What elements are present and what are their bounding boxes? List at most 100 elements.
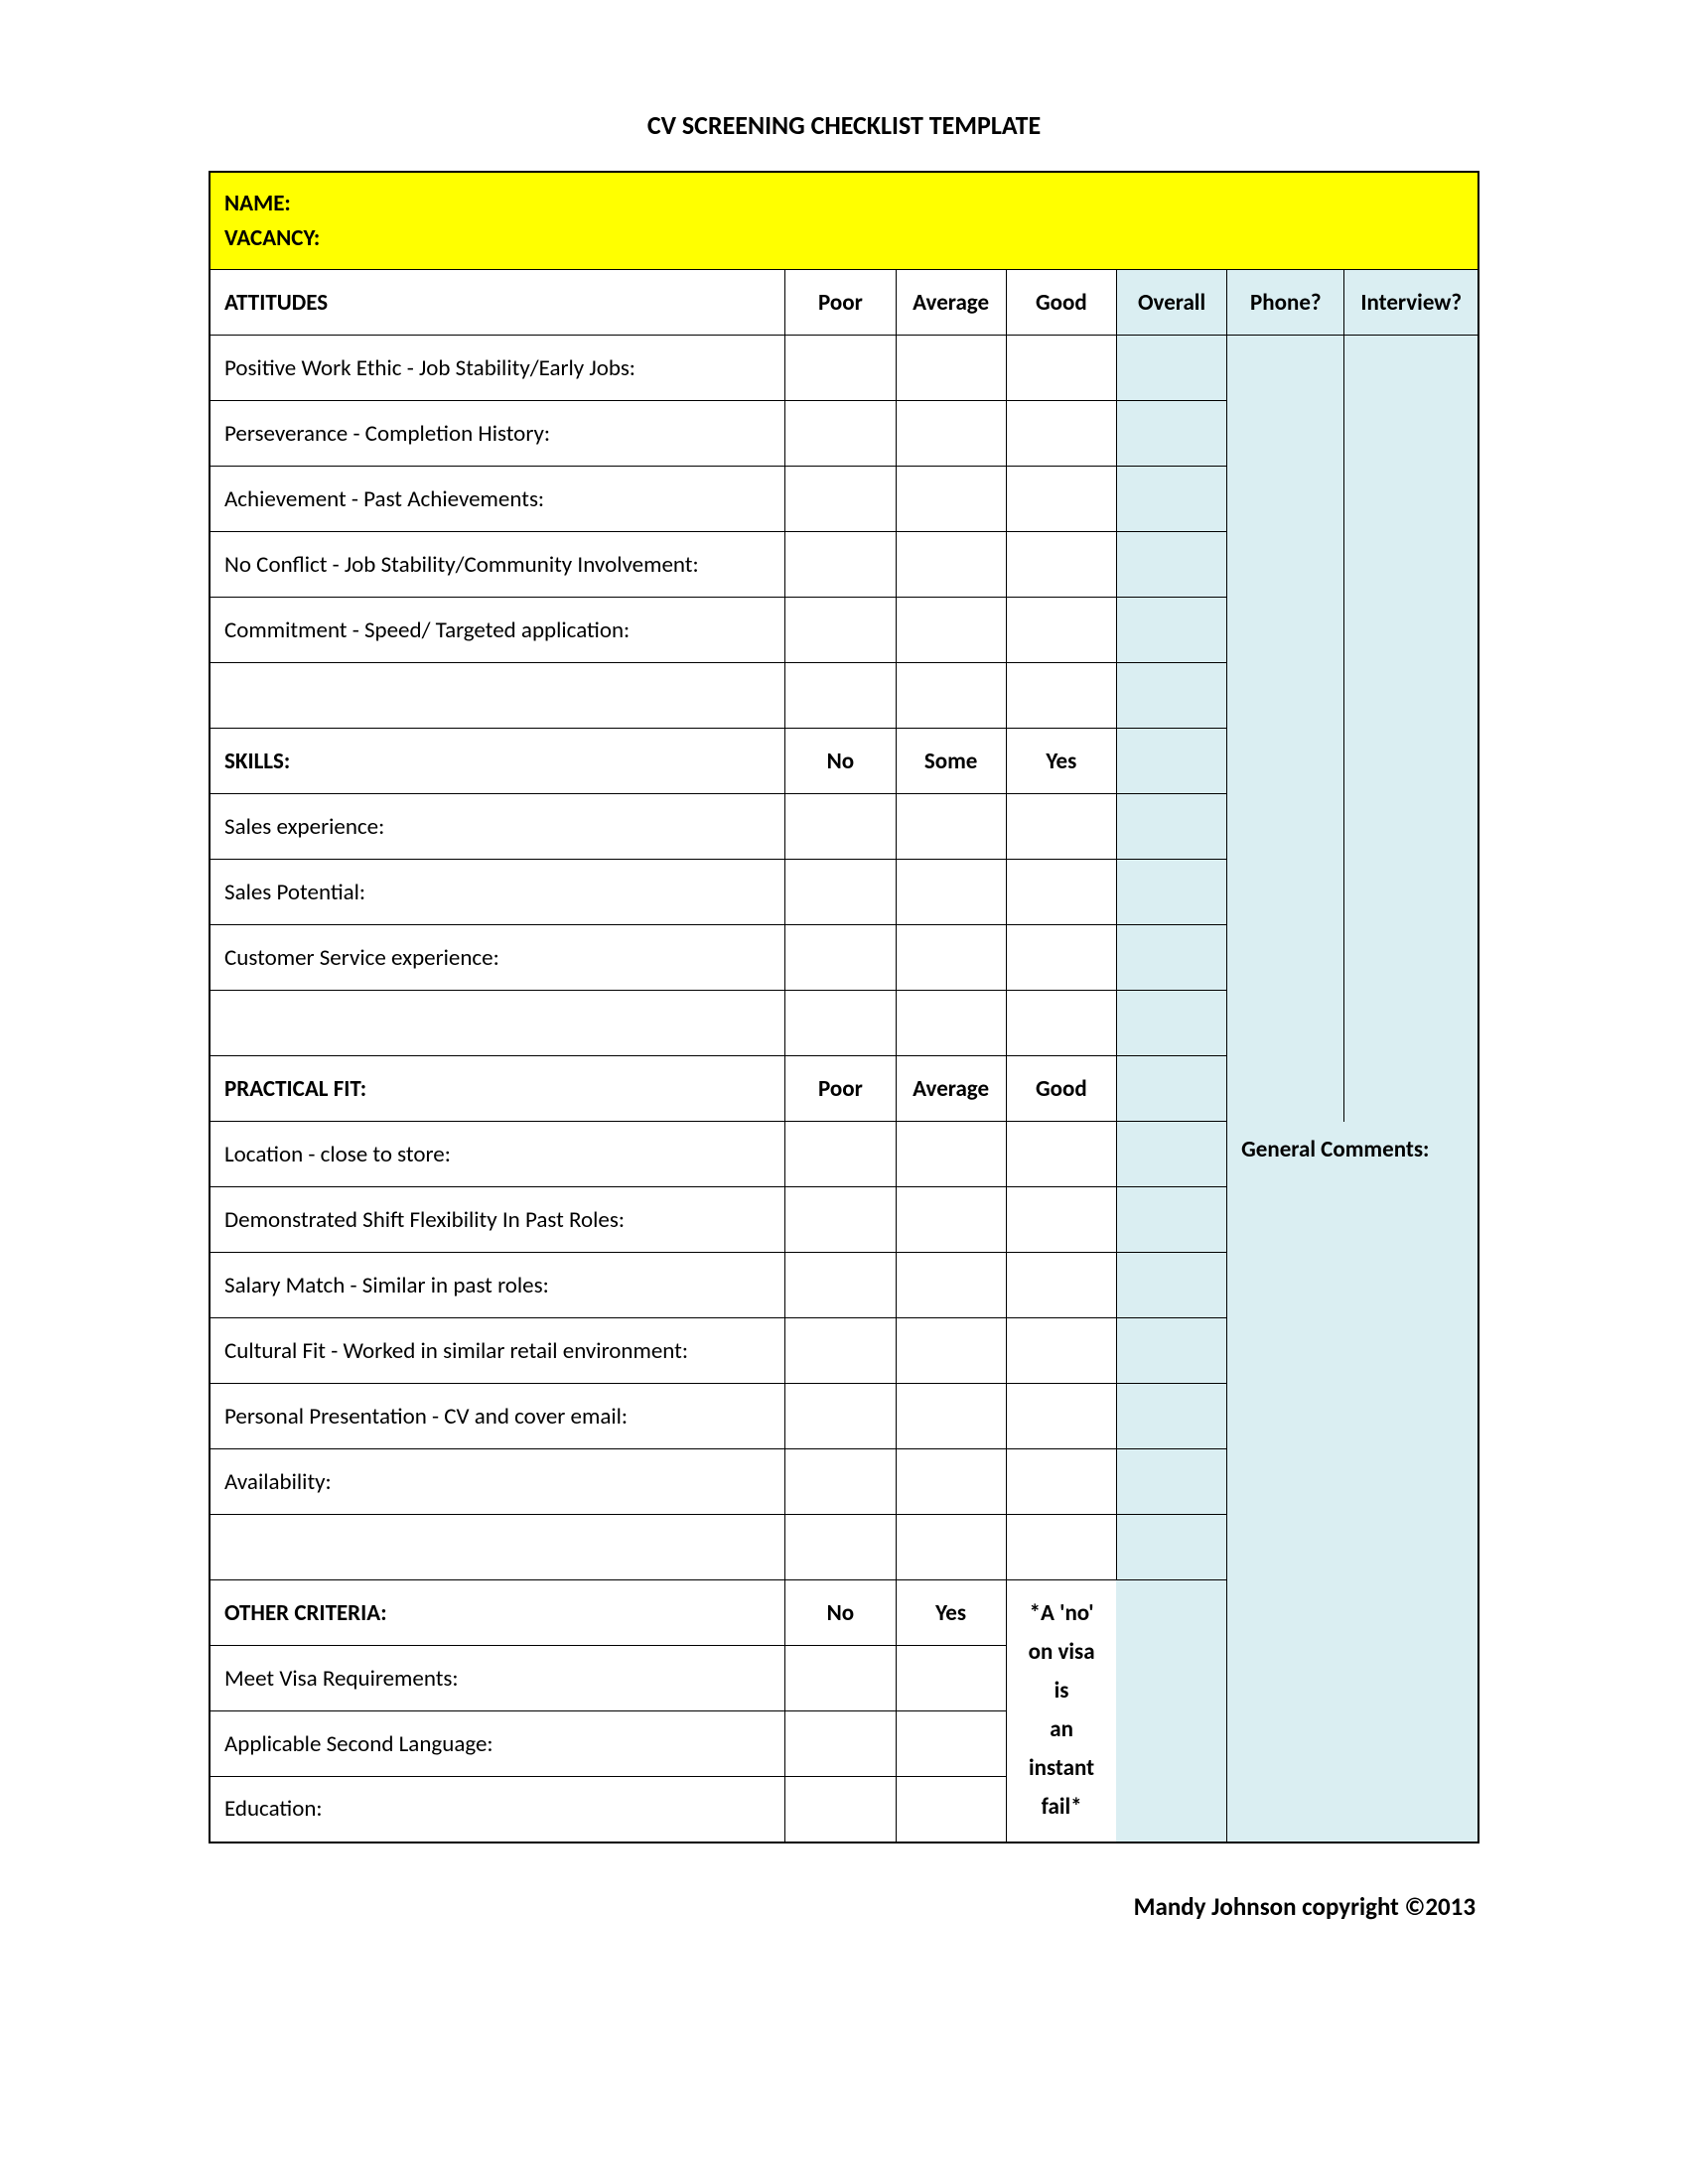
vacancy-label: VACANCY: — [224, 221, 1464, 256]
rating-cell[interactable] — [785, 794, 896, 860]
overall-cell[interactable] — [1116, 1122, 1226, 1187]
overall-cell[interactable] — [1116, 1318, 1226, 1384]
rating-cell[interactable] — [785, 1384, 896, 1449]
overall-cell[interactable] — [1116, 1056, 1226, 1122]
col-average: Average — [896, 270, 1006, 336]
rating-cell[interactable] — [785, 1449, 896, 1515]
overall-cell[interactable] — [1116, 532, 1226, 598]
rating-cell[interactable] — [896, 401, 1006, 467]
rating-cell[interactable] — [785, 1777, 896, 1843]
rating-cell[interactable] — [1006, 1187, 1116, 1253]
rating-cell[interactable] — [896, 336, 1006, 401]
col-poor: Poor — [785, 1056, 896, 1122]
attitudes-header: ATTITUDES Poor Average Good Overall Phon… — [210, 270, 1478, 336]
rating-cell[interactable] — [785, 598, 896, 663]
rating-cell[interactable] — [785, 532, 896, 598]
overall-cell[interactable] — [1116, 467, 1226, 532]
table-row: Location - close to store: General Comme… — [210, 1122, 1478, 1187]
general-comments-area[interactable]: General Comments: — [1227, 1122, 1478, 1843]
overall-cell[interactable] — [1116, 794, 1226, 860]
rating-cell[interactable] — [1006, 401, 1116, 467]
rating-cell[interactable] — [1006, 1253, 1116, 1318]
overall-cell[interactable] — [1116, 1253, 1226, 1318]
col-some: Some — [896, 729, 1006, 794]
rating-cell[interactable] — [785, 1711, 896, 1777]
col-poor: Poor — [785, 270, 896, 336]
overall-cell[interactable] — [1116, 1449, 1226, 1515]
rating-cell[interactable] — [896, 1253, 1006, 1318]
rating-cell[interactable] — [896, 794, 1006, 860]
rating-cell[interactable] — [896, 1777, 1006, 1843]
row-label: No Conflict - Job Stability/Community In… — [210, 532, 785, 598]
rating-cell[interactable] — [896, 925, 1006, 991]
rating-cell[interactable] — [785, 925, 896, 991]
rating-cell[interactable] — [785, 336, 896, 401]
row-label: Perseverance - Completion History: — [210, 401, 785, 467]
name-label: NAME: — [224, 187, 1464, 221]
rating-cell[interactable] — [896, 1122, 1006, 1187]
overall-cell[interactable] — [1116, 729, 1226, 794]
rating-cell[interactable] — [896, 1646, 1006, 1711]
rating-cell[interactable] — [1006, 1318, 1116, 1384]
row-label: Personal Presentation - CV and cover ema… — [210, 1384, 785, 1449]
row-label: Sales experience: — [210, 794, 785, 860]
row-label: Availability: — [210, 1449, 785, 1515]
rating-cell[interactable] — [896, 1187, 1006, 1253]
rating-cell[interactable] — [1006, 860, 1116, 925]
rating-cell[interactable] — [896, 1449, 1006, 1515]
rating-cell[interactable] — [896, 1318, 1006, 1384]
document-title: CV SCREENING CHECKLIST TEMPLATE — [209, 109, 1479, 141]
rating-cell[interactable] — [1006, 925, 1116, 991]
rating-cell[interactable] — [896, 1711, 1006, 1777]
rating-cell[interactable] — [1006, 1384, 1116, 1449]
rating-cell[interactable] — [1006, 336, 1116, 401]
col-overall: Overall — [1116, 270, 1226, 336]
col-no: No — [785, 1580, 896, 1646]
col-average: Average — [896, 1056, 1006, 1122]
col-good: Good — [1006, 1056, 1116, 1122]
rating-cell[interactable] — [1006, 1449, 1116, 1515]
header-band: NAME: VACANCY: — [210, 172, 1478, 270]
overall-cell[interactable] — [1116, 860, 1226, 925]
rating-cell[interactable] — [1006, 1122, 1116, 1187]
skills-title: SKILLS: — [210, 729, 785, 794]
rating-cell[interactable] — [785, 467, 896, 532]
overall-block[interactable] — [1116, 1580, 1226, 1843]
rating-cell[interactable] — [1006, 598, 1116, 663]
rating-cell[interactable] — [1006, 532, 1116, 598]
row-label: Positive Work Ethic - Job Stability/Earl… — [210, 336, 785, 401]
phone-block[interactable] — [1227, 336, 1344, 1056]
phone-block[interactable] — [1227, 1056, 1344, 1122]
rating-cell[interactable] — [896, 532, 1006, 598]
rating-cell[interactable] — [896, 467, 1006, 532]
table-row: Positive Work Ethic - Job Stability/Earl… — [210, 336, 1478, 401]
row-label: Demonstrated Shift Flexibility In Past R… — [210, 1187, 785, 1253]
rating-cell[interactable] — [785, 860, 896, 925]
overall-cell[interactable] — [1116, 925, 1226, 991]
copyright-footer: Mandy Johnson copyright ©2013 — [209, 1891, 1479, 1922]
rating-cell[interactable] — [785, 1318, 896, 1384]
rating-cell[interactable] — [896, 598, 1006, 663]
overall-cell[interactable] — [1116, 1187, 1226, 1253]
row-label: Achievement - Past Achievements: — [210, 467, 785, 532]
overall-cell[interactable] — [1116, 336, 1226, 401]
row-label: Salary Match - Similar in past roles: — [210, 1253, 785, 1318]
overall-cell[interactable] — [1116, 598, 1226, 663]
row-label: Cultural Fit - Worked in similar retail … — [210, 1318, 785, 1384]
rating-cell[interactable] — [785, 1122, 896, 1187]
rating-cell[interactable] — [785, 1187, 896, 1253]
col-interview: Interview? — [1344, 270, 1478, 336]
rating-cell[interactable] — [1006, 467, 1116, 532]
rating-cell[interactable] — [896, 860, 1006, 925]
interview-block[interactable] — [1344, 336, 1478, 1056]
rating-cell[interactable] — [785, 1253, 896, 1318]
overall-cell[interactable] — [1116, 1384, 1226, 1449]
overall-cell[interactable] — [1116, 401, 1226, 467]
row-label: Sales Potential: — [210, 860, 785, 925]
rating-cell[interactable] — [785, 401, 896, 467]
rating-cell[interactable] — [785, 1646, 896, 1711]
rating-cell[interactable] — [1006, 794, 1116, 860]
interview-block[interactable] — [1344, 1056, 1478, 1122]
rating-cell[interactable] — [896, 1384, 1006, 1449]
col-good: Good — [1006, 270, 1116, 336]
